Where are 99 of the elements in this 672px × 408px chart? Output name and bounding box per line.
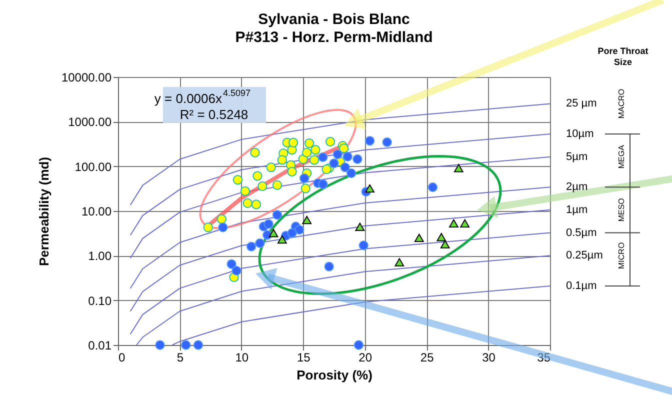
text: Pore Throat Size <box>598 46 648 67</box>
point <box>332 149 343 160</box>
text: 0.1µm <box>566 280 597 292</box>
point <box>258 181 268 191</box>
text: MEGA <box>617 144 626 169</box>
point <box>266 162 276 172</box>
line-series <box>130 232 550 335</box>
point <box>264 219 274 229</box>
point <box>300 184 310 194</box>
x-tick-label: 15 <box>296 350 311 364</box>
point <box>325 136 336 146</box>
point <box>277 155 287 165</box>
x-tick-label: 5 <box>176 350 184 364</box>
x-tick-label: 25 <box>420 350 434 364</box>
point <box>365 184 374 193</box>
point <box>310 145 320 155</box>
point <box>324 262 334 272</box>
chart-subtitle: P#313 - Horz. Perm-Midland <box>235 29 433 46</box>
text: 0.5µm <box>566 226 597 239</box>
text: MACRO <box>617 88 626 119</box>
y-tick-label: 1.00 <box>88 249 112 264</box>
point <box>414 234 424 242</box>
point <box>251 200 262 210</box>
line-series <box>130 156 550 259</box>
point <box>346 168 356 178</box>
chart-title: Sylvania - Bois Blanc <box>258 11 410 28</box>
text: 25 µm <box>566 98 597 110</box>
x-tick-label: 30 <box>482 350 496 364</box>
point <box>216 214 227 224</box>
point <box>181 340 191 350</box>
point <box>318 179 328 189</box>
text: 2µm <box>566 181 588 194</box>
x-axis-title: Porosity (%) <box>296 368 372 382</box>
point <box>354 340 364 350</box>
annotation: R² = 0.5248 <box>180 107 248 122</box>
line-series <box>136 255 550 345</box>
point <box>272 180 282 190</box>
point <box>355 222 365 232</box>
point <box>394 258 404 266</box>
point <box>318 152 328 162</box>
line-series <box>130 186 550 289</box>
point <box>454 164 464 172</box>
y-tick-label: 10.00 <box>81 204 112 218</box>
point <box>246 242 256 252</box>
point <box>277 235 287 244</box>
point <box>250 148 260 158</box>
line-series <box>172 285 550 345</box>
point <box>329 158 339 168</box>
line-series <box>130 133 550 236</box>
point <box>240 186 250 196</box>
point <box>364 136 375 146</box>
point <box>449 219 458 228</box>
point <box>436 233 446 242</box>
y-axis-title: Permeability (md) <box>36 156 52 266</box>
point <box>302 216 312 224</box>
text: 10µm <box>566 128 594 140</box>
point <box>255 238 265 248</box>
point <box>460 219 470 228</box>
point <box>342 152 352 162</box>
point <box>288 138 298 148</box>
point <box>440 240 450 248</box>
y-tick-label: 10000.00 <box>61 70 112 84</box>
point <box>322 164 332 174</box>
point <box>232 174 243 185</box>
point <box>287 228 297 238</box>
point <box>272 210 282 220</box>
point <box>309 155 320 165</box>
point <box>304 138 314 148</box>
point <box>268 228 278 238</box>
point <box>352 154 362 164</box>
point <box>339 144 349 154</box>
point <box>218 222 228 232</box>
point <box>193 340 204 350</box>
y-tick-label: 1000.00 <box>68 115 112 130</box>
point <box>358 240 368 250</box>
point <box>232 266 242 276</box>
line-series <box>130 209 550 312</box>
point <box>287 166 297 176</box>
text: 0.25µm <box>566 250 603 262</box>
x-tick-label: 10 <box>235 350 249 364</box>
x-tick-label: 0 <box>118 350 126 364</box>
point <box>302 148 312 158</box>
point <box>226 259 236 269</box>
point <box>294 224 304 235</box>
point <box>242 198 252 208</box>
text: 5µm <box>566 150 588 163</box>
point <box>252 171 262 181</box>
point <box>428 182 438 192</box>
x-tick-label: 20 <box>358 350 372 364</box>
text: MESO <box>617 198 626 222</box>
point <box>203 222 213 232</box>
y-tick-label: 0.10 <box>88 294 112 308</box>
point <box>382 137 392 148</box>
point <box>155 340 165 350</box>
y-tick-label: 100.00 <box>74 160 112 174</box>
text: MICRO <box>617 242 626 270</box>
point <box>340 162 350 172</box>
y-tick-label: 0.01 <box>88 338 112 352</box>
text: 1µm <box>566 204 588 216</box>
